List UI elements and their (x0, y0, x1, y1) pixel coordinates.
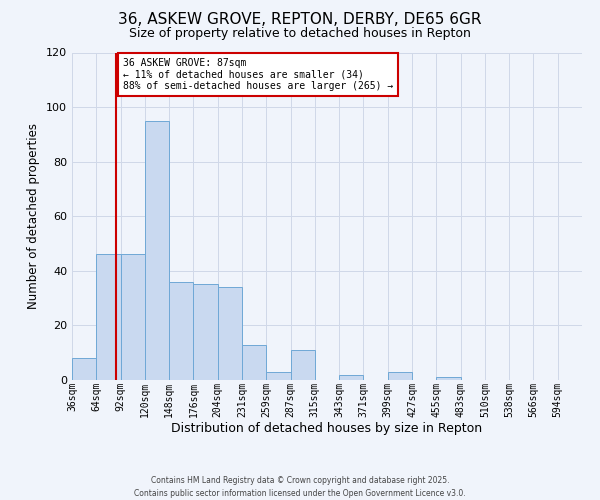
Bar (169, 282, 193, 380)
Y-axis label: Number of detached properties: Number of detached properties (28, 123, 40, 309)
Bar (121, 254, 145, 380)
X-axis label: Distribution of detached houses by size in Repton: Distribution of detached houses by size … (172, 422, 482, 435)
Text: Size of property relative to detached houses in Repton: Size of property relative to detached ho… (129, 28, 471, 40)
Bar (290, 350, 315, 380)
Bar (436, 378, 461, 380)
Bar (72, 358, 96, 380)
Bar (96, 254, 121, 380)
Bar (388, 372, 412, 380)
Bar (145, 120, 169, 380)
Bar (193, 284, 218, 380)
Text: 36, ASKEW GROVE, REPTON, DERBY, DE65 6GR: 36, ASKEW GROVE, REPTON, DERBY, DE65 6GR (118, 12, 482, 28)
Bar (242, 344, 266, 380)
Text: Contains HM Land Registry data © Crown copyright and database right 2025.
Contai: Contains HM Land Registry data © Crown c… (134, 476, 466, 498)
Bar (266, 372, 290, 380)
Bar (218, 287, 242, 380)
Text: 36 ASKEW GROVE: 87sqm
← 11% of detached houses are smaller (34)
88% of semi-deta: 36 ASKEW GROVE: 87sqm ← 11% of detached … (123, 58, 394, 91)
Bar (339, 374, 364, 380)
